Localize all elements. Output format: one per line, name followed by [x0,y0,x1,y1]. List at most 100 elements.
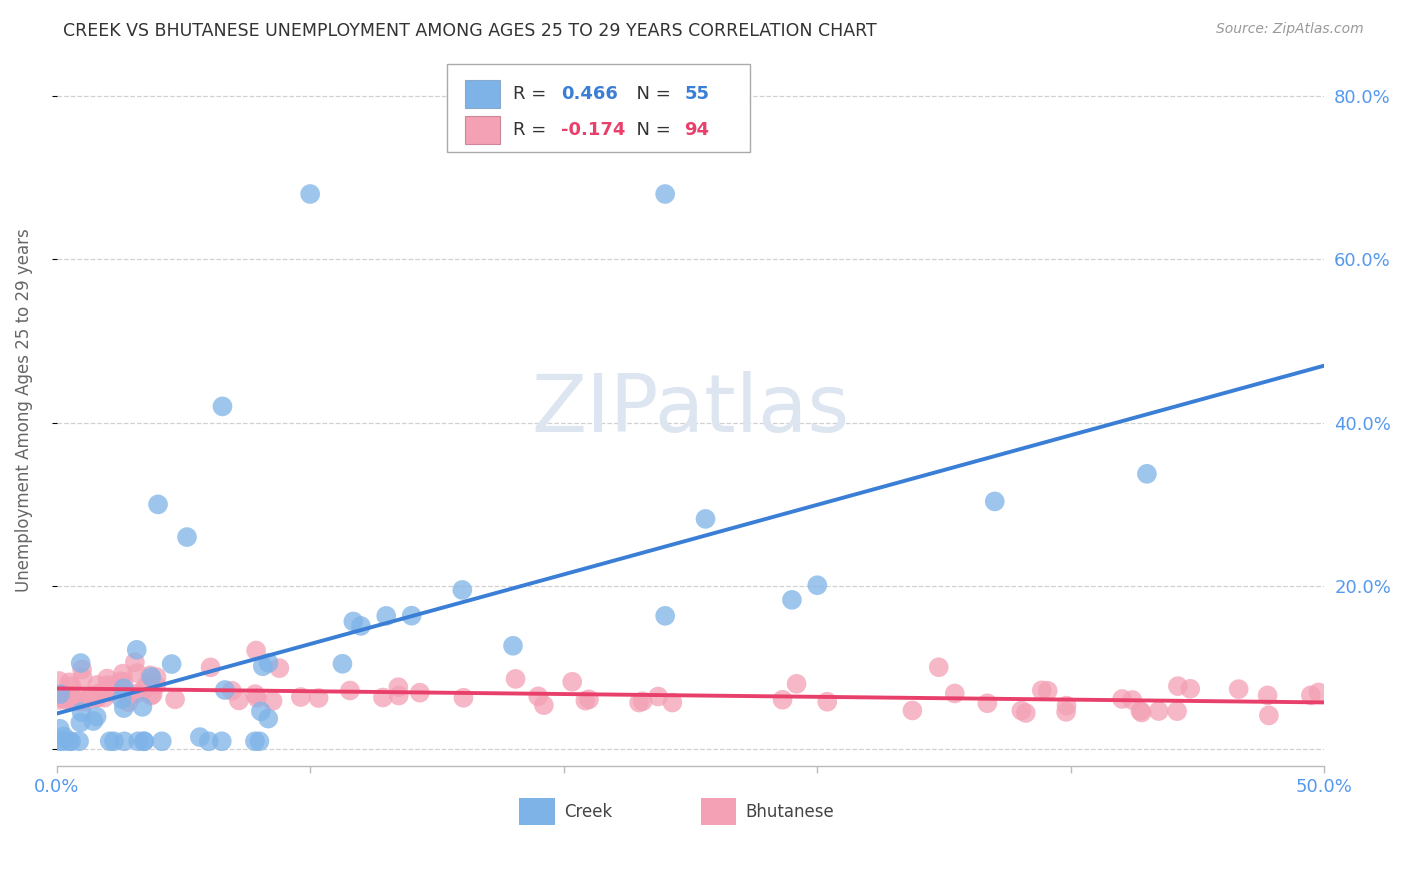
Point [125,687,148,701]
Point [58,690,80,705]
Point [86,709,108,723]
Point [124,655,146,669]
Point [1121,693,1143,707]
Point [59,693,82,707]
Point [1227,682,1250,697]
Point [52,734,75,748]
Point [72,671,94,685]
Text: R =: R = [513,120,553,139]
Point [250,704,273,718]
Point [371,690,394,705]
Point [69,715,91,730]
Point [127,734,149,748]
Point [561,674,583,689]
Point [188,730,211,744]
Point [654,186,676,201]
Point [93,690,115,705]
Point [245,643,267,657]
Point [100,685,122,699]
Point [58,675,80,690]
Point [135,678,157,692]
Point [252,659,274,673]
Point [772,692,794,706]
Point [125,642,148,657]
Point [69,690,91,705]
Point [118,688,141,702]
Point [51,691,73,706]
Point [58,734,80,748]
Point [125,665,148,680]
Point [1015,706,1038,720]
Text: Creek: Creek [564,803,612,821]
Text: 55: 55 [685,86,709,103]
Point [943,686,966,700]
Point [451,582,474,597]
Point [984,494,1007,508]
Point [110,674,132,689]
FancyBboxPatch shape [700,798,737,825]
Point [631,694,654,708]
Point [246,690,269,705]
Point [1036,683,1059,698]
Point [257,712,280,726]
Point [60,679,83,693]
Point [101,680,124,694]
Point [815,695,838,709]
Point [269,661,291,675]
Point [87,687,110,701]
Point [1129,704,1152,718]
Point [197,734,219,748]
Point [146,497,169,511]
Point [505,672,527,686]
Text: ZIPatlas: ZIPatlas [531,371,849,450]
Point [98,734,121,748]
Point [339,683,361,698]
Point [1136,467,1159,481]
Text: 0.466: 0.466 [561,86,619,103]
Point [200,660,222,674]
Point [243,734,266,748]
FancyBboxPatch shape [465,80,501,109]
Point [112,734,135,748]
Point [86,690,108,705]
Point [647,690,669,704]
Point [342,615,364,629]
Point [75,695,97,709]
Text: N =: N = [624,86,676,103]
Point [139,668,162,682]
Point [48,689,70,703]
Point [1166,704,1188,718]
Point [67,734,90,748]
Point [308,691,330,706]
Point [70,663,93,677]
FancyBboxPatch shape [447,64,749,153]
Point [1111,692,1133,706]
Point [409,686,432,700]
Point [86,678,108,692]
Point [299,186,322,201]
Point [132,734,155,748]
Text: -0.174: -0.174 [561,120,626,139]
Text: R =: R = [513,86,553,103]
Point [49,722,72,736]
Y-axis label: Unemployment Among Ages 25 to 29 years: Unemployment Among Ages 25 to 29 years [15,228,32,592]
Point [228,693,250,707]
Point [142,688,165,702]
Point [134,734,156,748]
FancyBboxPatch shape [465,116,501,144]
Point [780,592,803,607]
Text: Bhutanese: Bhutanese [745,803,834,821]
Point [97,678,120,692]
Point [243,687,266,701]
Point [48,693,70,707]
Point [1167,679,1189,693]
Point [332,657,354,671]
Point [112,681,135,696]
Point [103,734,125,748]
Point [290,690,312,704]
Point [49,687,72,701]
Point [262,694,284,708]
Point [806,578,828,592]
Point [502,639,524,653]
Point [257,656,280,670]
